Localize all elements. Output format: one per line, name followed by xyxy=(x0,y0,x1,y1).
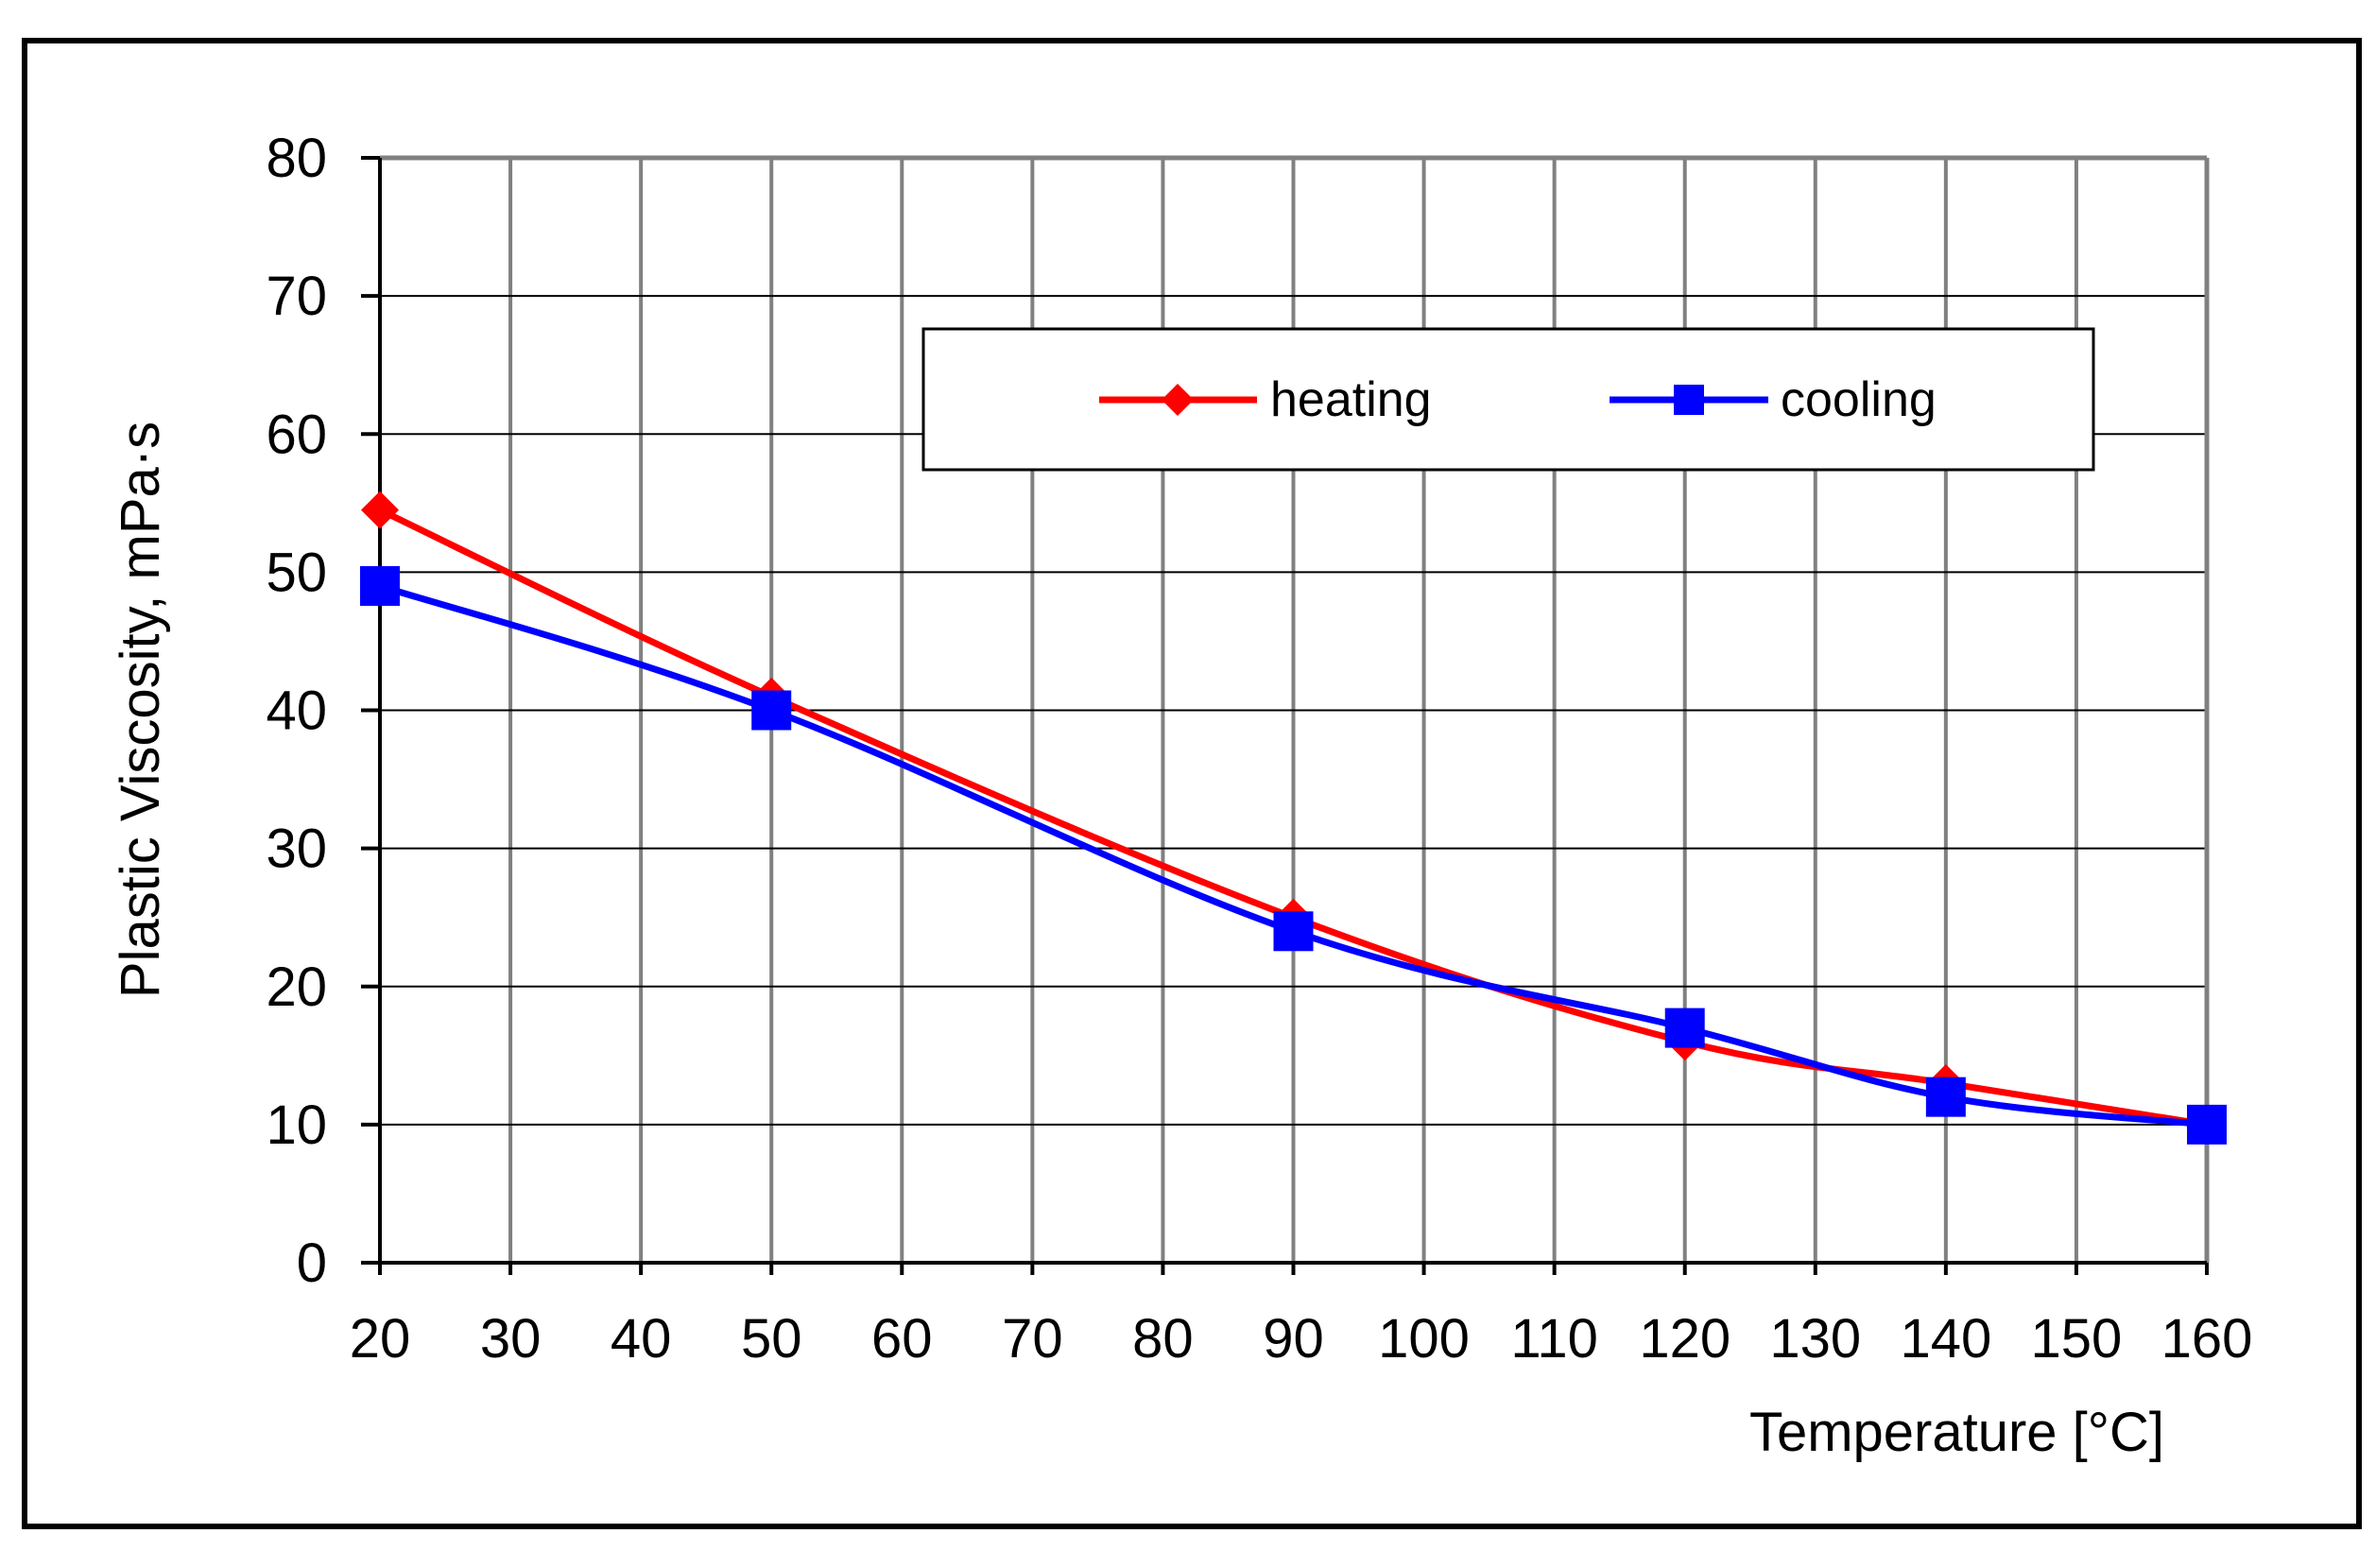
y-tick-label-80: 80 xyxy=(266,128,327,189)
y-tick-label-20: 20 xyxy=(266,956,327,1018)
y-tick-label-10: 10 xyxy=(266,1094,327,1156)
x-tick-label-160: 160 xyxy=(2161,1308,2253,1370)
y-tick-label-60: 60 xyxy=(266,404,327,465)
x-tick-label-100: 100 xyxy=(1378,1308,1470,1370)
y-tick-label-0: 0 xyxy=(297,1232,327,1294)
tick-layer: 20 30 40 50 60 70 80 90 100 110 120 130 140 150 160 0 10… xyxy=(266,128,2252,1370)
x-tick-label-90: 90 xyxy=(1263,1308,1324,1370)
data-point-cooling-140 xyxy=(1925,1077,1966,1117)
data-point-cooling-160 xyxy=(2187,1104,2227,1145)
legend-cooling-marker xyxy=(1674,385,1704,415)
x-tick-label-140: 140 xyxy=(1900,1308,1991,1370)
x-tick-label-40: 40 xyxy=(611,1308,672,1370)
x-tick-label-50: 50 xyxy=(741,1308,802,1370)
x-tick-label-70: 70 xyxy=(1002,1308,1063,1370)
x-tick-label-150: 150 xyxy=(2031,1308,2123,1370)
series-layer xyxy=(360,491,2227,1145)
x-tick-label-120: 120 xyxy=(1639,1308,1730,1370)
y-axis-title: Plastic Viscosity, mPa·s xyxy=(110,422,171,998)
data-point-cooling-90 xyxy=(1273,911,1314,952)
y-tick-label-70: 70 xyxy=(266,266,327,327)
x-tick-label-80: 80 xyxy=(1132,1308,1194,1370)
x-tick-label-130: 130 xyxy=(1769,1308,1861,1370)
data-point-cooling-120 xyxy=(1664,1008,1705,1048)
data-point-heating-20 xyxy=(361,491,399,529)
x-tick-label-110: 110 xyxy=(1510,1308,1597,1370)
legend: heating cooling xyxy=(921,327,2095,472)
y-tick-label-30: 30 xyxy=(266,818,327,880)
y-tick-label-40: 40 xyxy=(266,681,327,742)
x-tick-label-60: 60 xyxy=(871,1308,933,1370)
data-point-cooling-50 xyxy=(751,690,792,731)
legend-cooling-label: cooling xyxy=(1781,372,1937,427)
legend-heating-marker xyxy=(1162,384,1194,416)
legend-box xyxy=(921,327,2095,472)
x-tick-label-30: 30 xyxy=(480,1308,542,1370)
legend-heating-label: heating xyxy=(1270,372,1432,427)
x-tick-label-20: 20 xyxy=(350,1308,411,1370)
data-point-cooling-20 xyxy=(360,565,400,606)
y-tick-label-50: 50 xyxy=(266,542,327,603)
x-axis-title: Temperature [°C] xyxy=(1749,1402,2164,1463)
